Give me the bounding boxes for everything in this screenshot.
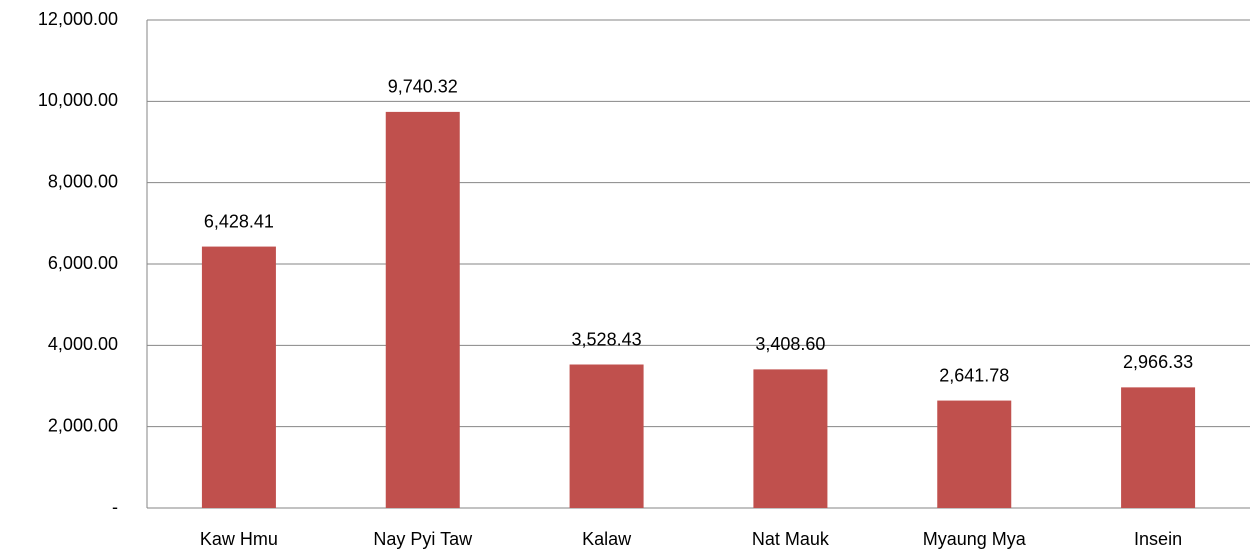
x-tick-label: Myaung Mya [923,529,1027,549]
bar [937,400,1012,508]
data-label: 2,641.78 [939,365,1009,385]
y-tick-label: 10,000.00 [38,90,118,110]
data-label: 2,966.33 [1123,352,1193,372]
bar [569,364,644,508]
y-tick-label: - [112,497,118,517]
x-tick-label: Nat Mauk [752,529,830,549]
y-tick-label: 4,000.00 [48,334,118,354]
x-tick-label: Nay Pyi Taw [373,529,473,549]
x-tick-label: Insein [1134,529,1182,549]
x-tick-label: Kalaw [582,529,632,549]
data-label: 3,408.60 [755,334,825,354]
x-tick-label: Kaw Hmu [200,529,278,549]
bar [753,369,828,508]
y-tick-label: 2,000.00 [48,415,118,435]
bar [201,246,276,508]
data-label: 6,428.41 [204,211,274,231]
y-tick-label: 6,000.00 [48,253,118,273]
bar [1121,387,1196,508]
y-tick-label: 12,000.00 [38,9,118,29]
data-label: 9,740.32 [388,77,458,97]
data-label: 3,528.43 [572,329,642,349]
y-tick-label: 8,000.00 [48,171,118,191]
bar [385,111,460,509]
